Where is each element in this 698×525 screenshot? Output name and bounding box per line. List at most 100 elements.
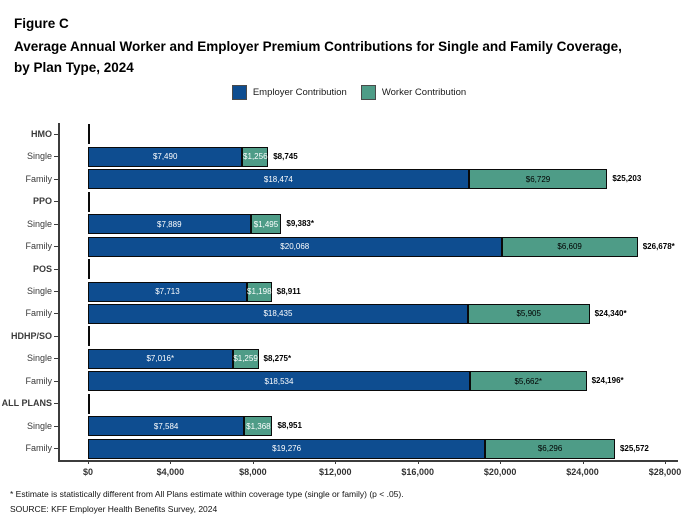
x-axis-tick (500, 460, 502, 464)
total-value-label: $25,572 (619, 443, 649, 453)
figure-label: Figure C (14, 16, 69, 31)
total-value-label: $8,951 (277, 421, 302, 431)
x-axis-tick (665, 460, 666, 464)
plan-type-label: HDHP/SO (10, 330, 52, 341)
worker-value-label: $1,198 (247, 287, 272, 296)
legend-item-employer: Employer Contribution (231, 85, 347, 100)
worker-contribution-swatch (360, 85, 376, 100)
y-axis-tick (54, 291, 58, 292)
employer-contribution-swatch (231, 85, 247, 100)
y-axis-line (58, 123, 60, 460)
employer-value-label: $18,474 (263, 174, 293, 184)
legend-label-worker: Worker Contribution (381, 87, 467, 98)
y-axis-tick (54, 223, 58, 225)
x-axis-tick-label: $12,000 (319, 467, 352, 477)
y-axis-tick (54, 403, 58, 405)
plan-type-label: ALL PLANS (1, 398, 52, 409)
y-axis-tick (54, 178, 58, 180)
x-axis-tick (170, 460, 172, 464)
legend-item-worker: Worker Contribution (360, 85, 467, 100)
x-axis-tick (417, 460, 419, 464)
figure-title-line1: Average Annual Worker and Employer Premi… (14, 39, 622, 54)
employer-value-label: $18,435 (263, 309, 293, 319)
employer-bar-segment: $20,068 (88, 236, 502, 257)
worker-value-label: $6,609 (557, 242, 582, 252)
x-axis-tick-label: $4,000 (156, 467, 185, 477)
employer-bar-segment: $19,276 (88, 438, 486, 459)
worker-value-label: $1,368 (246, 421, 271, 431)
x-axis-tick-label: $28,000 (648, 467, 682, 477)
employer-value-label: $19,276 (272, 444, 302, 454)
figure-title-line2: by Plan Type, 2024 (14, 59, 134, 75)
coverage-row-label: Family (25, 375, 53, 386)
zero-axis-mark (88, 124, 90, 145)
legend: Employer Contribution Worker Contributio… (0, 85, 698, 100)
zero-axis-mark (88, 191, 90, 212)
employer-bar-segment: $7,490 (88, 146, 243, 167)
worker-value-label: $6,296 (537, 444, 563, 454)
worker-bar-segment: $1,256 (242, 146, 269, 167)
source-note: SOURCE: KFF Employer Health Benefits Sur… (10, 504, 218, 514)
worker-bar-segment: $6,296 (485, 438, 615, 459)
total-value-label: $25,203 (612, 174, 642, 184)
coverage-row-label: Single (26, 353, 52, 364)
worker-bar-segment: $1,259 (232, 348, 259, 369)
y-axis-tick (54, 425, 58, 427)
y-axis-tick (54, 335, 58, 337)
employer-value-label: $7,016* (146, 354, 175, 364)
y-axis-tick (54, 156, 58, 158)
x-axis-tick-label: $8,000 (239, 467, 267, 477)
plan-type-label: POS (32, 263, 52, 274)
x-axis-tick (252, 460, 254, 464)
zero-axis-mark (88, 326, 90, 347)
employer-bar-segment: $18,534 (88, 371, 470, 392)
employer-value-label: $18,534 (264, 376, 294, 386)
worker-value-label: $1,256 (243, 152, 268, 162)
worker-bar-segment: $1,198 (246, 281, 272, 302)
worker-value-label: $6,729 (525, 174, 551, 184)
y-axis-tick (54, 313, 58, 315)
employer-value-label: $20,068 (280, 242, 310, 252)
employer-value-label: $7,713 (155, 287, 180, 296)
x-axis-tick-label: $16,000 (401, 467, 434, 477)
total-value-label: $24,340* (594, 308, 627, 318)
x-axis-tick-label: $0 (82, 467, 93, 477)
worker-value-label: $1,259 (233, 354, 258, 364)
figure-title: Average Annual Worker and Employer Premi… (14, 37, 690, 78)
coverage-row-label: Family (25, 443, 53, 454)
plan-type-label: PPO (32, 196, 52, 207)
total-value-label: $9,383* (286, 219, 314, 229)
employer-bar-segment: $18,474 (88, 169, 469, 190)
total-value-label: $8,275* (263, 353, 292, 363)
y-axis-tick (54, 268, 58, 270)
coverage-row-label: Single (26, 218, 52, 229)
zero-axis-mark (88, 393, 90, 414)
total-value-label: $24,196* (591, 376, 624, 386)
employer-value-label: $7,584 (153, 421, 179, 431)
employer-value-label: $7,889 (157, 219, 182, 229)
worker-bar-segment: $5,662* (469, 371, 587, 392)
employer-bar-segment: $7,713 (88, 281, 247, 302)
coverage-row-label: Family (25, 308, 53, 319)
total-value-label: $8,911 (276, 286, 301, 296)
total-value-label: $26,678* (642, 241, 675, 251)
coverage-row-label: Family (25, 241, 53, 252)
zero-axis-mark (88, 259, 90, 280)
worker-bar-segment: $5,905 (467, 303, 590, 324)
total-value-label: $8,745 (273, 151, 298, 161)
x-axis-tick (88, 460, 89, 464)
employer-bar-segment: $7,016* (88, 348, 233, 369)
employer-bar-segment: $7,889 (88, 214, 251, 235)
worker-value-label: $1,495 (253, 219, 279, 229)
y-axis-tick (54, 201, 58, 203)
y-axis-tick (54, 246, 58, 248)
y-axis-tick (54, 358, 58, 360)
worker-bar-segment: $6,609 (501, 236, 638, 257)
x-axis-tick (335, 460, 337, 464)
employer-bar-segment: $7,584 (88, 416, 245, 437)
x-axis-tick-label: $20,000 (483, 467, 517, 477)
employer-bar-segment: $18,435 (88, 303, 468, 324)
coverage-row-label: Single (26, 420, 52, 431)
coverage-row-label: Single (26, 151, 52, 162)
